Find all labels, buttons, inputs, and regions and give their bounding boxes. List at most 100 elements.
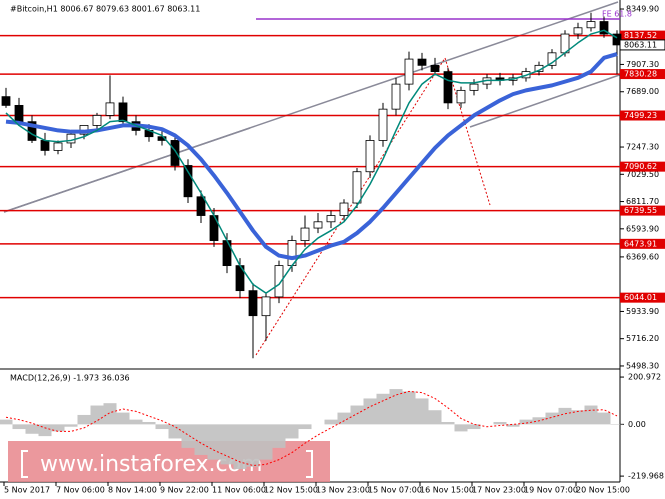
- candle-body: [469, 83, 479, 91]
- x-tick-label: 16 Nov 15:00: [420, 486, 474, 495]
- y-tick-label: -219.968: [628, 472, 664, 481]
- level-box: [620, 161, 665, 172]
- macd-bar: [324, 419, 338, 425]
- macd-bar: [571, 410, 585, 425]
- candle-body: [599, 21, 609, 35]
- level-label: 6044.01: [624, 293, 657, 302]
- macd-bar: [77, 414, 91, 425]
- x-tick-label: 17 Nov 23:00: [472, 486, 526, 495]
- macd-bar: [428, 410, 442, 425]
- macd-bar: [233, 424, 247, 470]
- level-label: 7830.28: [624, 70, 657, 79]
- x-tick-label: 15 Nov 07:00: [368, 486, 422, 495]
- channel-lower-right: [469, 71, 629, 128]
- level-box: [620, 292, 665, 303]
- candle-body: [105, 102, 115, 116]
- candle-body: [66, 133, 76, 144]
- macd-bar: [51, 424, 65, 432]
- fib-line: [255, 57, 446, 356]
- macd-bar: [272, 424, 286, 448]
- y-tick-label: 7907.30: [626, 60, 659, 69]
- y-tick-label: 5498.30: [626, 361, 659, 370]
- level-box: [620, 110, 665, 121]
- macd-bar: [155, 424, 169, 430]
- candle-body: [183, 165, 193, 198]
- macd-bar: [25, 424, 39, 434]
- candle-body: [222, 240, 232, 267]
- candle-body: [209, 215, 219, 241]
- macd-bar: [90, 405, 104, 425]
- x-tick-label: 11 Nov 06:00: [212, 486, 266, 495]
- y-tick-label: 6593.90: [626, 224, 659, 233]
- level-label: 7090.62: [624, 162, 657, 171]
- macd-bar: [194, 424, 208, 455]
- macd-bar: [376, 393, 390, 425]
- y-tick-label: 7247.30: [626, 143, 659, 152]
- x-tick-label: 5 Nov 2017: [4, 486, 50, 495]
- candle-body: [586, 21, 596, 29]
- level-box: [620, 238, 665, 249]
- candle-body: [313, 221, 323, 229]
- candle-body: [391, 83, 401, 110]
- x-tick-label: 20 Nov 15:00: [576, 486, 630, 495]
- candle-body: [40, 140, 50, 151]
- signal-line: [5, 390, 618, 467]
- macd-bar: [584, 405, 598, 425]
- candle-body: [443, 71, 453, 104]
- x-tick-label: 9 Nov 22:00: [160, 486, 209, 495]
- fib-line: [444, 57, 491, 206]
- macd-bar: [142, 422, 156, 425]
- macd-bar: [64, 424, 78, 427]
- candle-body: [196, 196, 206, 216]
- macd-bar: [545, 412, 559, 425]
- candle-body: [417, 58, 427, 66]
- level-box: [620, 30, 665, 41]
- macd-bar: [597, 412, 611, 425]
- y-tick-label: 200.972: [628, 373, 661, 382]
- macd-bar: [285, 424, 299, 439]
- candle-body: [170, 140, 180, 166]
- macd-bar: [467, 424, 481, 430]
- level-box: [620, 69, 665, 80]
- macd-bar: [168, 424, 182, 439]
- price-box: [619, 39, 665, 51]
- candle-body: [248, 290, 258, 317]
- fe-label: FE 61.8: [602, 10, 632, 19]
- candle-body: [339, 202, 349, 216]
- candle-body: [430, 64, 440, 72]
- macd-bar: [389, 389, 403, 425]
- macd-title: MACD(12,26,9) -1.973 36.036: [10, 374, 130, 383]
- macd-bar: [506, 424, 520, 427]
- candle-body: [261, 296, 271, 317]
- level-label: 8137.52: [624, 31, 657, 40]
- candle-body: [1, 96, 11, 106]
- y-tick-label: 6811.70: [626, 197, 659, 206]
- x-tick-label: 8 Nov 14:00: [108, 486, 157, 495]
- x-tick-label: 7 Nov 06:00: [56, 486, 105, 495]
- candle-body: [365, 140, 375, 173]
- x-tick-label: 19 Nov 07:00: [524, 486, 578, 495]
- macd-bar: [129, 419, 143, 425]
- x-tick-label: 13 Nov 23:00: [316, 486, 370, 495]
- macd-bar: [298, 424, 312, 430]
- level-label: 6739.55: [624, 206, 657, 215]
- macd-bar: [519, 419, 533, 425]
- macd-bar: [181, 424, 195, 448]
- candle-body: [456, 89, 466, 104]
- chart-title: #Bitcoin,H1 8006.67 8079.63 8001.67 8063…: [10, 5, 200, 14]
- y-tick-label: 0.00: [628, 420, 646, 429]
- moving-average: [5, 29, 618, 294]
- macd-bar: [220, 424, 234, 465]
- candle-body: [274, 265, 284, 298]
- macd-bar: [454, 424, 468, 432]
- macd-bar: [103, 403, 117, 425]
- moving-average: [5, 52, 618, 261]
- y-tick-label: 8349.90: [626, 5, 659, 14]
- macd-bar: [337, 412, 351, 425]
- macd-bar: [350, 405, 364, 425]
- macd-bar: [441, 422, 455, 425]
- watermark-bracket: [21, 450, 313, 478]
- candle-body: [573, 27, 583, 35]
- candle-body: [300, 227, 310, 241]
